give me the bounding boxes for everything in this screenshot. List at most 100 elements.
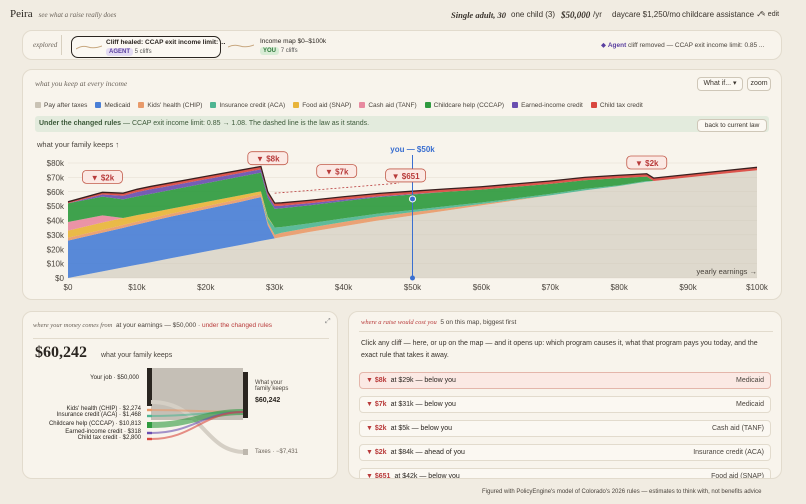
cliff-badge[interactable]: ▼ $651 bbox=[385, 168, 427, 183]
household-daycare[interactable]: daycare $1,250/mo bbox=[612, 10, 681, 19]
sources-total-label: what your family keeps bbox=[101, 352, 173, 359]
cliff-list-title: where a raise would cost you bbox=[361, 319, 437, 326]
banner-bold: Under the changed rules bbox=[39, 120, 122, 127]
household-assistance[interactable]: childcare assistance ✓ bbox=[682, 10, 763, 19]
cliff-badge[interactable]: ▼ $2k bbox=[626, 155, 668, 170]
legend-swatch bbox=[424, 102, 431, 108]
legend-item: Food aid (SNAP) bbox=[293, 102, 351, 109]
x-tick-label: $0 bbox=[64, 283, 73, 292]
explored-card-count: 5 cliffs bbox=[134, 49, 152, 55]
edit-button[interactable]: ✎ edit bbox=[760, 11, 780, 18]
you-marker-dot[interactable] bbox=[409, 195, 416, 203]
legend-swatch bbox=[512, 102, 519, 108]
legend-label: Cash aid (TANF) bbox=[368, 101, 417, 109]
legend-item: Childcare help (CCCAP) bbox=[424, 102, 504, 109]
cliff-row[interactable]: ▼ $2k at $5k — below you Cash aid (TANF) bbox=[359, 420, 771, 437]
sankey-source-label: Earned-income credit · $318 bbox=[65, 429, 141, 435]
legend-item: Child tax credit bbox=[590, 102, 643, 109]
cliff-badge-label: ▼ $2k bbox=[635, 159, 659, 168]
sankey-source-label: Childcare help (CCCAP) · $10,813 bbox=[48, 421, 141, 427]
chart-panel: what you keep at every income What if...… bbox=[22, 69, 782, 300]
sources-subtitle: at your earnings — $50,000 · bbox=[115, 322, 201, 329]
brand-name: Peira bbox=[10, 8, 33, 20]
divider bbox=[359, 331, 773, 332]
y-tick-label: $60k bbox=[47, 188, 65, 197]
legend-swatch bbox=[138, 102, 145, 108]
area-food-aid-snap-[interactable] bbox=[68, 170, 757, 238]
sankey-diagram bbox=[147, 368, 248, 455]
x-tick-label: $10k bbox=[128, 283, 146, 292]
zoom-button[interactable]: zoom bbox=[747, 77, 771, 91]
y-tick-label: $70k bbox=[47, 173, 65, 182]
whatif-dropdown[interactable]: What if... ▾ bbox=[697, 77, 743, 91]
x-tick-label: $70k bbox=[542, 283, 560, 292]
cliff-list-subtitle: 5 on this map, biggest first bbox=[440, 319, 517, 326]
legend-item: Earned-income credit bbox=[512, 102, 583, 109]
legend-label: Food aid (SNAP) bbox=[302, 101, 352, 109]
explored-strip: explored Cliff healed: CCAP exit income … bbox=[22, 30, 782, 60]
legend-swatch bbox=[590, 102, 597, 108]
cliff-row[interactable]: ▼ $7k at $31k — below you Medicaid bbox=[359, 396, 771, 413]
cliff-row[interactable]: ▼ $2k at $84k — ahead of you Insurance cre… bbox=[359, 444, 771, 461]
back-to-current-law-button[interactable]: back to current law bbox=[697, 119, 767, 132]
y-tick-label: $50k bbox=[47, 202, 65, 211]
y-tick-label: $0 bbox=[55, 274, 64, 283]
sparkline-icon bbox=[76, 45, 102, 50]
cliff-row-text: at $84k — ahead of you bbox=[390, 449, 465, 456]
agent-badge: AGENT bbox=[106, 48, 133, 56]
cliff-badge-bg bbox=[316, 164, 358, 179]
area-medicaid[interactable] bbox=[68, 170, 757, 278]
household-wage[interactable]: $50,000 bbox=[561, 10, 591, 20]
cliff-list-header: where a raise would cost you 5 on this m… bbox=[361, 319, 516, 326]
sankey-source-node bbox=[147, 422, 152, 428]
x-tick-label: $90k bbox=[679, 283, 697, 292]
household-children[interactable]: one child (3) bbox=[511, 10, 556, 19]
you-badge: YOU bbox=[260, 47, 280, 55]
explored-card-title: Cliff healed: CCAP exit income limit: ..… bbox=[106, 39, 226, 46]
legend-swatch bbox=[95, 102, 102, 108]
cliff-badge-label: ▼ $651 bbox=[392, 172, 420, 181]
legend-swatch bbox=[359, 102, 366, 108]
legend-swatch bbox=[210, 102, 217, 108]
income-chart[interactable]: $0 $10k $20k $30k $40k $50k $60k $70k $80k $0 $10k… bbox=[23, 70, 783, 301]
footer: Figured with PolicyEngine's model of Col… bbox=[482, 489, 762, 495]
sankey-job-label: Your job · $50,000 bbox=[90, 375, 139, 381]
agent-note-label: Agent bbox=[607, 42, 627, 49]
household-type[interactable]: Single adult, 30 bbox=[451, 10, 507, 20]
legend-swatch bbox=[35, 102, 41, 108]
x-tick-label: $20k bbox=[197, 283, 215, 292]
total-line bbox=[67, 165, 758, 204]
sparkline-icon bbox=[228, 44, 254, 48]
divider bbox=[33, 338, 329, 339]
agent-note-text: cliff removed — CCAP exit income limit: … bbox=[628, 42, 765, 49]
y-tick-label: $80k bbox=[47, 159, 65, 168]
sankey-dest-value: $60,242 bbox=[255, 397, 281, 404]
chart-legend: Pay after taxes Medicaid Kids' health (CHI… bbox=[35, 101, 651, 110]
x-axis-label: yearly earnings → bbox=[697, 267, 757, 276]
sankey-source-label: Child tax credit · $2,800 bbox=[77, 435, 141, 441]
sankey-job-node bbox=[147, 368, 152, 406]
current-law-dashed-line bbox=[274, 182, 399, 194]
explored-card-you[interactable]: Income map $0–$100k YOU 7 cliffs bbox=[226, 36, 346, 58]
divider bbox=[61, 35, 62, 55]
cliff-list-intro: Click any cliff — here, or up on the map… bbox=[361, 340, 758, 359]
explored-card-agent[interactable]: Cliff healed: CCAP exit income limit: ..… bbox=[71, 36, 225, 58]
cliff-badge[interactable]: ▼ $8k bbox=[247, 151, 289, 166]
cliff-row[interactable]: ▼ $8k at $29k — below you Medicaid bbox=[359, 372, 771, 389]
sankey-flow bbox=[150, 411, 244, 440]
chart-ylabel: what your family keeps ↑ bbox=[37, 140, 120, 149]
cliff-row-program: Cash aid (TANF) bbox=[712, 425, 764, 432]
sources-subtitle-red: under the changed rules bbox=[201, 322, 273, 329]
cliff-badge[interactable]: ▼ $2k bbox=[82, 169, 123, 184]
cliff-row[interactable]: ▼ $651 at $42k — below you Food aid (SNAP) bbox=[359, 468, 771, 478]
you-axis-dot[interactable] bbox=[410, 275, 415, 281]
cliff-badge[interactable]: ▼ $7k bbox=[316, 164, 358, 179]
cliff-row-value: ▼ $8k bbox=[366, 377, 387, 384]
cliff-row-program: Medicaid bbox=[735, 401, 764, 408]
sankey-source-label: Insurance credit (ACA) · $1,468 bbox=[56, 412, 141, 418]
cliff-row-program: Medicaid bbox=[735, 377, 764, 384]
expand-icon[interactable]: ⤢ bbox=[325, 318, 331, 325]
explored-card-count: 7 cliffs bbox=[280, 48, 298, 54]
explored-card-title: Income map $0–$100k bbox=[260, 38, 327, 45]
brand-tagline: see what a raise really does bbox=[38, 11, 117, 19]
